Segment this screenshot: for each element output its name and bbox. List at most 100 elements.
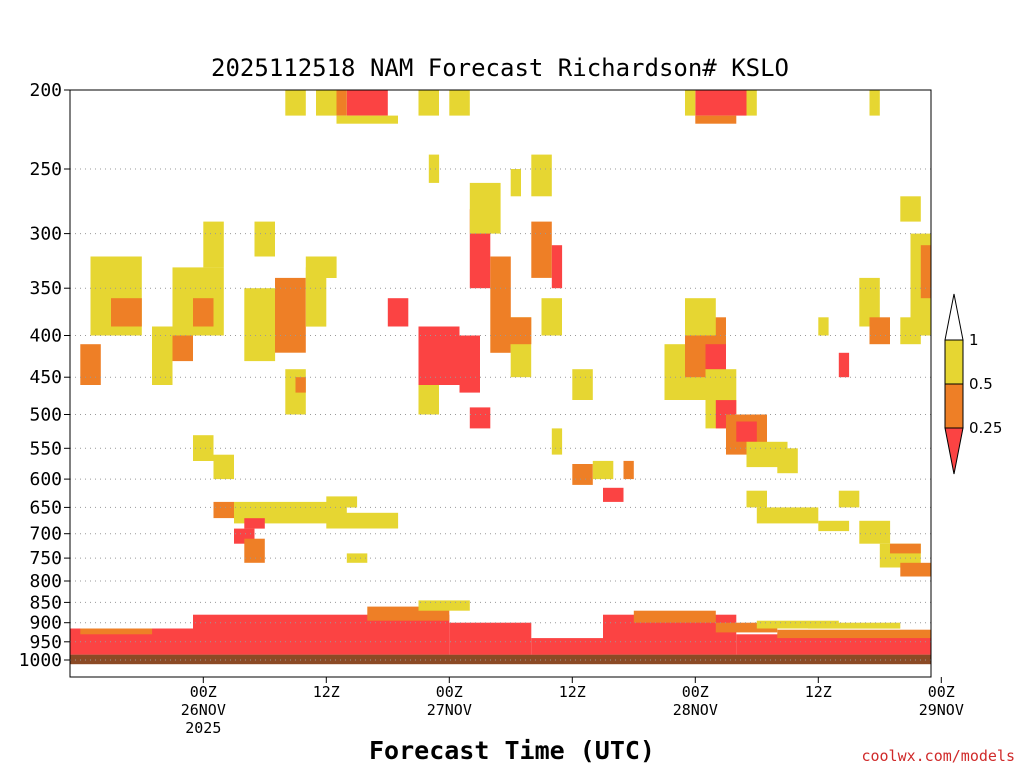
x-tick-label: 26NOV — [181, 701, 226, 719]
heatmap-cell — [510, 169, 521, 197]
heatmap-cell — [869, 90, 880, 116]
heatmap-cell — [531, 638, 604, 655]
heatmap-cell — [285, 90, 306, 116]
heatmap-cell — [295, 377, 306, 393]
x-tick-label: 12Z — [313, 683, 340, 701]
heatmap-cell — [428, 154, 440, 183]
heatmap-cell — [346, 90, 388, 116]
heatmap-cell — [890, 543, 921, 554]
heatmap-cell — [695, 90, 747, 116]
heatmap-cell — [80, 628, 153, 635]
x-axis-label: Forecast Time (UTC) — [369, 736, 655, 765]
heatmap-cell — [869, 317, 890, 345]
y-tick-label: 350 — [29, 278, 62, 299]
heatmap-cell — [316, 90, 337, 116]
heatmap-cell — [346, 553, 368, 563]
heatmap-cell — [592, 460, 614, 480]
colorbar-legend: 1 0.5 0.25 — [944, 293, 1002, 475]
heatmap-cell — [469, 407, 491, 429]
heatmap-cell — [777, 448, 798, 474]
heatmap-cell — [777, 629, 932, 639]
heatmap-cell — [193, 435, 214, 461]
legend-swatch-high — [944, 339, 964, 385]
y-tick-label: 900 — [29, 613, 62, 634]
heatmap-cell — [746, 90, 757, 116]
heatmap-cell — [623, 460, 634, 480]
heatmap-cell — [70, 654, 931, 665]
heatmap-cell — [818, 520, 850, 532]
heatmap-cell — [336, 90, 347, 116]
heatmap-cell — [572, 369, 593, 400]
heatmap-cell — [449, 90, 470, 116]
heatmap-cell — [838, 352, 850, 378]
heatmap-cell — [152, 326, 173, 385]
heatmap-cell — [336, 115, 398, 124]
heatmap-cell — [859, 277, 880, 327]
x-tick-label: 00Z — [436, 683, 463, 701]
heatmap-cell — [500, 317, 532, 345]
y-tick-label: 400 — [29, 326, 62, 347]
heatmap-cell — [305, 267, 327, 327]
legend-label: 0.25 — [969, 419, 1002, 437]
heatmap-cell — [531, 154, 552, 197]
credit-text[interactable]: coolwx.com/models — [861, 747, 1015, 765]
heatmap-cell — [531, 221, 552, 278]
x-tick-label: 27NOV — [427, 701, 472, 719]
x-tick-label: 00Z — [682, 683, 709, 701]
heatmap-cell — [541, 298, 562, 336]
x-tick-label: 28NOV — [673, 701, 718, 719]
y-tick-label: 600 — [29, 469, 62, 490]
heatmap-cell — [193, 298, 214, 327]
y-tick-label: 1000 — [19, 650, 62, 671]
heatmap-cell — [900, 317, 921, 345]
y-tick-label: 200 — [29, 80, 62, 101]
heatmap-cell — [254, 221, 275, 257]
heatmap-cell — [203, 221, 224, 268]
y-tick-label: 850 — [29, 592, 62, 613]
y-axis: 200 250 300 350 400 450 500 550 600 650 700 7508008… — [19, 80, 70, 671]
y-tick-label: 700 — [29, 524, 62, 545]
y-tick-label: 950 — [29, 632, 62, 653]
x-tick-label: 29NOV — [919, 701, 964, 719]
y-tick-label: 300 — [29, 224, 62, 245]
heatmap-cell — [756, 507, 819, 524]
heatmap-cell — [449, 622, 532, 655]
legend-bottom-arrow — [944, 427, 964, 475]
heatmap-cell — [859, 520, 891, 544]
x-tick-label: 2025 — [185, 719, 221, 737]
heatmap-cell — [685, 298, 716, 336]
heatmap-cell — [213, 454, 234, 480]
legend-label: 1 — [969, 331, 979, 349]
heatmap-cell — [305, 256, 337, 278]
heatmap-cell — [326, 496, 358, 508]
heatmap-cell — [551, 428, 563, 455]
heatmap-cell — [746, 490, 767, 508]
heatmap-cell — [193, 614, 450, 655]
y-tick-label: 550 — [29, 438, 62, 459]
y-tick-label: 250 — [29, 159, 62, 180]
heatmap-cell — [418, 385, 439, 415]
heatmap-cell — [756, 620, 839, 629]
heatmap-cell — [80, 344, 101, 385]
y-tick-label: 650 — [29, 497, 62, 518]
heatmap-cell — [275, 277, 306, 353]
heatmap-cell — [244, 538, 265, 563]
legend-label: 0.5 — [969, 375, 993, 393]
heatmap-cell — [469, 182, 501, 234]
heatmap-cell — [838, 490, 860, 508]
heatmap-cell — [685, 90, 696, 116]
plot-frame — [69, 89, 932, 678]
y-tick-label: 450 — [29, 367, 62, 388]
heatmap-cell — [326, 512, 399, 529]
y-tick-label: 500 — [29, 405, 62, 426]
heatmap-cell — [213, 501, 234, 519]
x-tick-label: 00Z — [928, 683, 955, 701]
heatmap-cell — [736, 634, 932, 655]
heatmap-cell — [387, 298, 409, 327]
heatmap-cell — [244, 288, 276, 362]
heatmap-cell — [808, 622, 901, 629]
heatmap-cell — [900, 196, 921, 222]
heatmap-cell — [418, 326, 460, 385]
x-tick-label: 00Z — [190, 683, 217, 701]
